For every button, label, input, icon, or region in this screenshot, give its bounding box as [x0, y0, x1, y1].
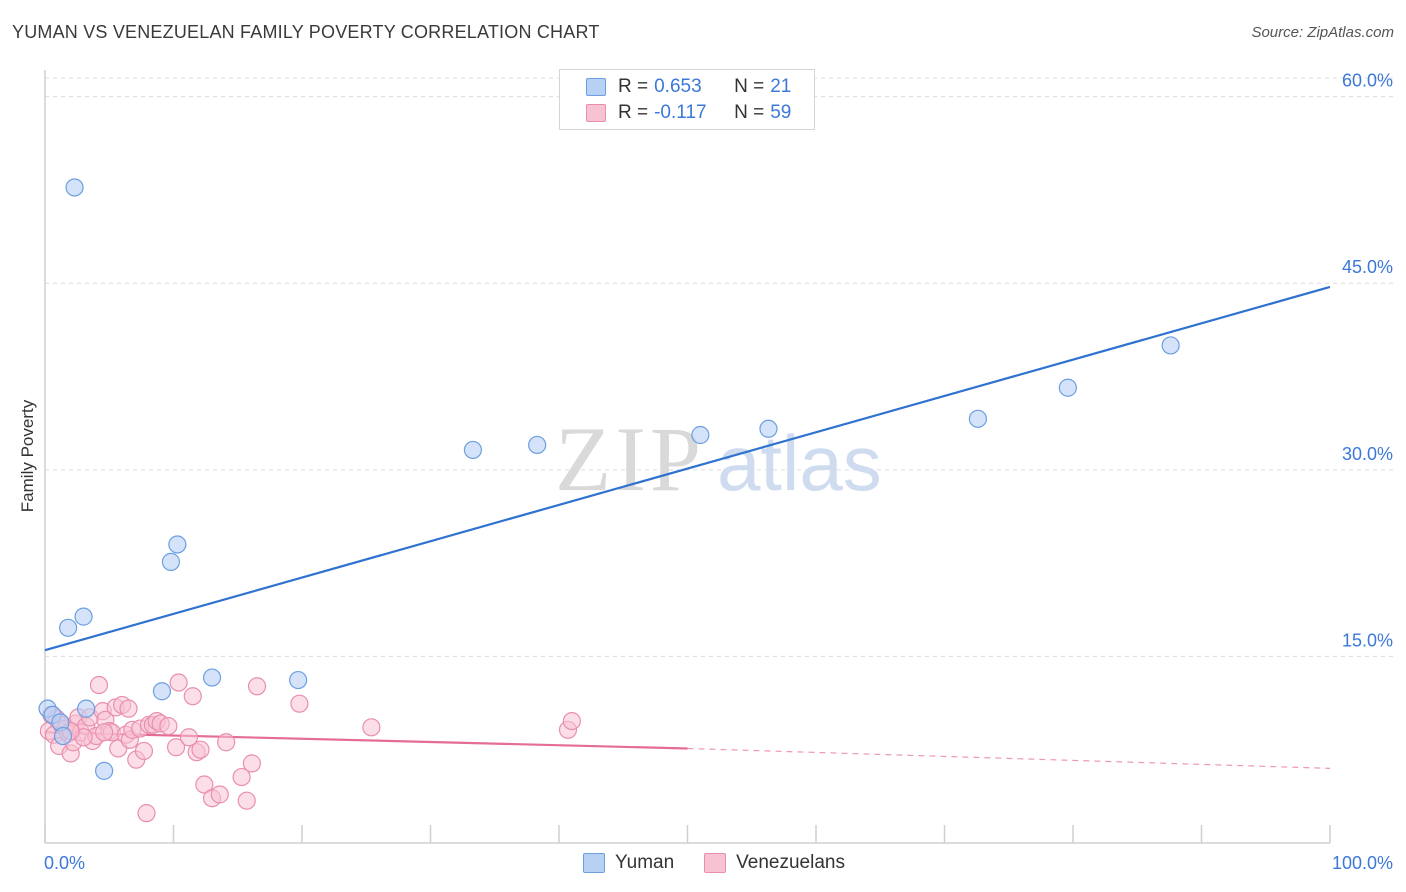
venezuelans-point — [95, 723, 114, 742]
venezuelans-point — [217, 733, 236, 752]
yuman-point — [77, 699, 96, 718]
yuman-point — [528, 435, 547, 455]
venezuelans-trendline — [44, 731, 688, 750]
yuman-point — [74, 607, 93, 626]
venezuelans-point — [232, 767, 251, 787]
chart-title: YUMAN VS VENEZUELAN FAMILY POVERTY CORRE… — [12, 22, 600, 42]
gridlines — [45, 77, 1393, 657]
watermark: ZIP atlas — [555, 408, 882, 510]
tick-labels: 15.0% 30.0% 45.0% 60.0% 0.0% 100.0% — [44, 71, 1393, 873]
yuman-swatch — [586, 78, 606, 96]
venezuelans-point — [362, 718, 381, 737]
yuman-point — [1058, 378, 1077, 397]
x-tick-label: 100.0% — [1332, 853, 1393, 873]
yuman-point — [759, 419, 778, 438]
venezuelans-point — [247, 677, 267, 696]
venezuelans-point — [134, 741, 154, 761]
venezuelans-point — [242, 754, 261, 773]
venezuelans-point — [169, 673, 188, 692]
watermark-atlas: atlas — [717, 419, 882, 507]
trendlines — [44, 285, 1331, 769]
series-legend: Yuman Venezuelans — [583, 852, 875, 874]
venezuelans-point — [290, 694, 309, 713]
venezuelans-point — [137, 804, 156, 823]
r-value: 0.653 — [654, 76, 702, 97]
yuman-trendline — [44, 285, 1331, 652]
venezuelans-point — [191, 740, 210, 759]
source-label: Source: ZipAtlas.com — [1251, 24, 1394, 41]
venezuelans-point — [159, 716, 178, 736]
venezuelans-point — [179, 728, 199, 747]
y-tick-label: 60.0% — [1342, 71, 1393, 91]
venezuelans-points — [39, 673, 581, 823]
legend-row-venezuelans: R = -0.117 N = 59 — [586, 101, 791, 125]
y-axis-label: Family Poverty — [18, 399, 37, 513]
venezuelans-point — [210, 785, 229, 804]
venezuelans-trendline-extension — [687, 747, 1331, 769]
yuman-point — [59, 618, 78, 637]
yuman-point — [168, 535, 187, 554]
venezuelans-point — [562, 711, 581, 731]
venezuelans-point — [166, 738, 186, 757]
yuman-point — [289, 670, 308, 690]
yuman-point — [95, 761, 114, 780]
n-label: N = — [734, 76, 765, 97]
venezuelans-point — [195, 775, 214, 794]
watermark-zip: ZIP — [555, 408, 705, 510]
legend-label-yuman: Yuman — [615, 852, 675, 873]
legend-label-venezuelans: Venezuelans — [736, 852, 845, 873]
legend-item-venezuelans[interactable]: Venezuelans — [704, 852, 845, 874]
yuman-point — [202, 668, 222, 687]
r-label: R = — [618, 102, 649, 123]
venezuelans-point — [237, 791, 256, 810]
yuman-points — [38, 178, 1180, 780]
yuman-swatch — [583, 853, 605, 873]
y-tick-label: 45.0% — [1342, 257, 1393, 277]
yuman-point — [161, 552, 181, 571]
r-value: -0.117 — [654, 102, 707, 123]
n-value: 59 — [770, 102, 792, 123]
venezuelans-point — [89, 675, 109, 695]
venezuelans-swatch — [586, 104, 606, 122]
venezuelans-point — [183, 687, 202, 706]
r-label: R = — [618, 76, 649, 97]
x-tick-label: 0.0% — [44, 853, 85, 873]
legend-row-yuman: R = 0.653 N = 21 — [586, 75, 791, 99]
yuman-point — [968, 409, 988, 428]
yuman-point — [65, 178, 84, 197]
y-tick-label: 15.0% — [1342, 630, 1393, 650]
correlation-legend: R = 0.653 N = 21 R = -0.117 N = 59 — [559, 69, 815, 130]
yuman-point — [463, 440, 483, 460]
legend-item-yuman[interactable]: Yuman — [583, 852, 674, 874]
venezuelans-point — [119, 699, 138, 718]
venezuelans-swatch — [704, 853, 727, 873]
n-label: N = — [734, 102, 765, 123]
yuman-point — [1161, 336, 1180, 355]
yuman-point — [152, 682, 172, 701]
yuman-point — [53, 726, 73, 746]
y-tick-label: 30.0% — [1342, 444, 1393, 464]
n-value: 21 — [770, 76, 792, 97]
yuman-point — [691, 425, 710, 445]
